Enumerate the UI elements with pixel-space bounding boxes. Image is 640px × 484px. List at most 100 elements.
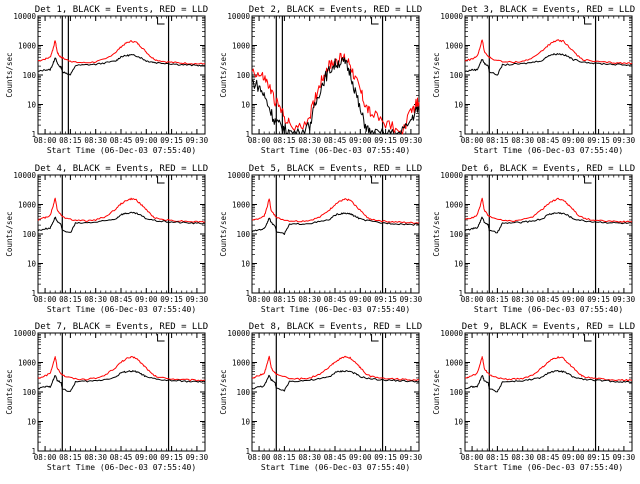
x-tick-label: 09:00 bbox=[135, 453, 158, 462]
y-axis-label: Counts/sec bbox=[432, 52, 441, 97]
y-tick-label: 100 bbox=[22, 230, 36, 239]
x-tick-label: 09:30 bbox=[186, 136, 209, 145]
x-tick-label: 08:00 bbox=[34, 136, 57, 145]
series-line-events bbox=[251, 212, 420, 235]
series-line-lld bbox=[464, 197, 633, 223]
plot-frame bbox=[464, 15, 633, 135]
x-tick-label: 08:15 bbox=[273, 453, 296, 462]
x-tick-label: 09:15 bbox=[160, 295, 183, 304]
chart-panel-6: Det 6, BLACK = Events, RED = LLD 1 10 100 10… bbox=[432, 164, 636, 314]
y-tick-label: 1 bbox=[31, 289, 36, 298]
chart-title: Det 3, BLACK = Events, RED = LLD bbox=[462, 5, 635, 15]
x-tick-label: 08:00 bbox=[248, 295, 271, 304]
x-tick-label: 08:45 bbox=[110, 295, 133, 304]
y-tick-label: 10000 bbox=[13, 12, 36, 21]
x-tick-label: 08:30 bbox=[298, 295, 321, 304]
y-tick-label: 100 bbox=[236, 230, 250, 239]
x-tick-label: 09:15 bbox=[587, 453, 610, 462]
series-line-events bbox=[37, 54, 206, 76]
x-tick-label: 08:00 bbox=[34, 295, 57, 304]
x-tick-label: 08:00 bbox=[461, 136, 484, 145]
plot-frame bbox=[251, 332, 420, 452]
series-line-lld bbox=[465, 356, 633, 382]
series-line-lld bbox=[37, 40, 206, 65]
chart-panel-4: Det 4, BLACK = Events, RED = LLD 1 10 100 10… bbox=[5, 164, 209, 314]
x-tick-label: 09:30 bbox=[400, 295, 423, 304]
plot-frame bbox=[464, 174, 633, 294]
chart-title: Det 6, BLACK = Events, RED = LLD bbox=[462, 164, 635, 174]
x-tick-label: 09:00 bbox=[562, 453, 585, 462]
x-tick-label: 08:45 bbox=[324, 136, 347, 145]
series-line-lld bbox=[251, 355, 420, 381]
y-tick-label: 1000 bbox=[232, 42, 251, 51]
x-tick-label: 09:15 bbox=[374, 295, 397, 304]
chart-title: Det 2, BLACK = Events, RED = LLD bbox=[249, 5, 422, 15]
x-axis-label: Start Time (06-Dec-03 07:55:40) bbox=[474, 305, 623, 314]
bracket-marker bbox=[371, 334, 379, 342]
chart-panel-8: Det 8, BLACK = Events, RED = LLD 1 10 100 10… bbox=[219, 322, 423, 472]
x-tick-label: 09:30 bbox=[186, 453, 209, 462]
bracket-marker bbox=[157, 334, 165, 342]
x-tick-label: 09:15 bbox=[587, 136, 610, 145]
x-tick-label: 08:30 bbox=[298, 453, 321, 462]
y-tick-label: 10000 bbox=[227, 329, 250, 338]
chart-title: Det 1, BLACK = Events, RED = LLD bbox=[35, 5, 208, 15]
y-tick-label: 10 bbox=[27, 101, 37, 110]
series-line-events bbox=[37, 211, 206, 233]
x-tick-label: 08:15 bbox=[486, 453, 509, 462]
y-tick-label: 100 bbox=[22, 388, 36, 397]
y-tick-label: 10000 bbox=[440, 12, 463, 21]
y-axis-label: Counts/sec bbox=[432, 211, 441, 256]
x-tick-label: 08:45 bbox=[537, 136, 560, 145]
bracket-marker bbox=[584, 17, 592, 25]
y-axis-label: Counts/sec bbox=[5, 369, 14, 414]
x-tick-label: 08:15 bbox=[273, 295, 296, 304]
x-tick-label: 08:00 bbox=[461, 295, 484, 304]
x-tick-label: 08:30 bbox=[511, 295, 534, 304]
chart-title: Det 8, BLACK = Events, RED = LLD bbox=[249, 322, 422, 332]
x-axis-label: Start Time (06-Dec-03 07:55:40) bbox=[474, 463, 623, 472]
y-tick-label: 10000 bbox=[13, 171, 36, 180]
x-tick-label: 09:30 bbox=[400, 453, 423, 462]
x-tick-label: 08:00 bbox=[34, 453, 57, 462]
x-tick-label: 08:15 bbox=[486, 295, 509, 304]
series-line-events bbox=[251, 57, 420, 135]
plot-frame bbox=[464, 332, 633, 452]
chart-panel-3: Det 3, BLACK = Events, RED = LLD 1 10 100 10… bbox=[432, 5, 636, 155]
series-line-events bbox=[37, 370, 206, 392]
plot-frame bbox=[37, 332, 206, 452]
x-tick-label: 08:30 bbox=[298, 136, 321, 145]
x-tick-label: 08:45 bbox=[537, 295, 560, 304]
y-tick-label: 10000 bbox=[227, 171, 250, 180]
x-tick-label: 09:00 bbox=[135, 136, 158, 145]
x-tick-label: 09:15 bbox=[374, 136, 397, 145]
y-axis-label: Counts/sec bbox=[219, 211, 228, 256]
plot-frame bbox=[37, 15, 206, 135]
y-tick-label: 1000 bbox=[445, 201, 464, 210]
x-tick-label: 08:45 bbox=[537, 453, 560, 462]
y-tick-label: 10 bbox=[27, 418, 37, 427]
chart-title: Det 9, BLACK = Events, RED = LLD bbox=[462, 322, 635, 332]
y-tick-label: 1 bbox=[31, 447, 36, 456]
y-tick-label: 1 bbox=[458, 130, 463, 139]
x-tick-label: 09:30 bbox=[613, 136, 636, 145]
chart-panel-5: Det 5, BLACK = Events, RED = LLD 1 10 100 10… bbox=[219, 164, 423, 314]
y-axis-label: Counts/sec bbox=[5, 211, 14, 256]
x-tick-label: 09:30 bbox=[613, 295, 636, 304]
y-tick-label: 1000 bbox=[232, 201, 251, 210]
plot-frame bbox=[37, 174, 206, 294]
x-tick-label: 08:30 bbox=[84, 453, 107, 462]
y-tick-label: 10000 bbox=[13, 329, 36, 338]
chart-panel-1: Det 1, BLACK = Events, RED = LLD 1 10 100 10… bbox=[5, 5, 209, 155]
x-tick-label: 08:00 bbox=[248, 136, 271, 145]
y-tick-label: 1000 bbox=[18, 201, 37, 210]
x-axis-label: Start Time (06-Dec-03 07:55:40) bbox=[261, 146, 410, 155]
y-tick-label: 100 bbox=[449, 71, 463, 80]
series-line-lld bbox=[464, 39, 633, 65]
y-axis-label: Counts/sec bbox=[219, 369, 228, 414]
x-tick-label: 09:15 bbox=[160, 453, 183, 462]
x-tick-label: 08:30 bbox=[84, 295, 107, 304]
x-tick-label: 08:15 bbox=[273, 136, 296, 145]
x-tick-label: 09:00 bbox=[562, 136, 585, 145]
x-tick-label: 08:30 bbox=[84, 136, 107, 145]
